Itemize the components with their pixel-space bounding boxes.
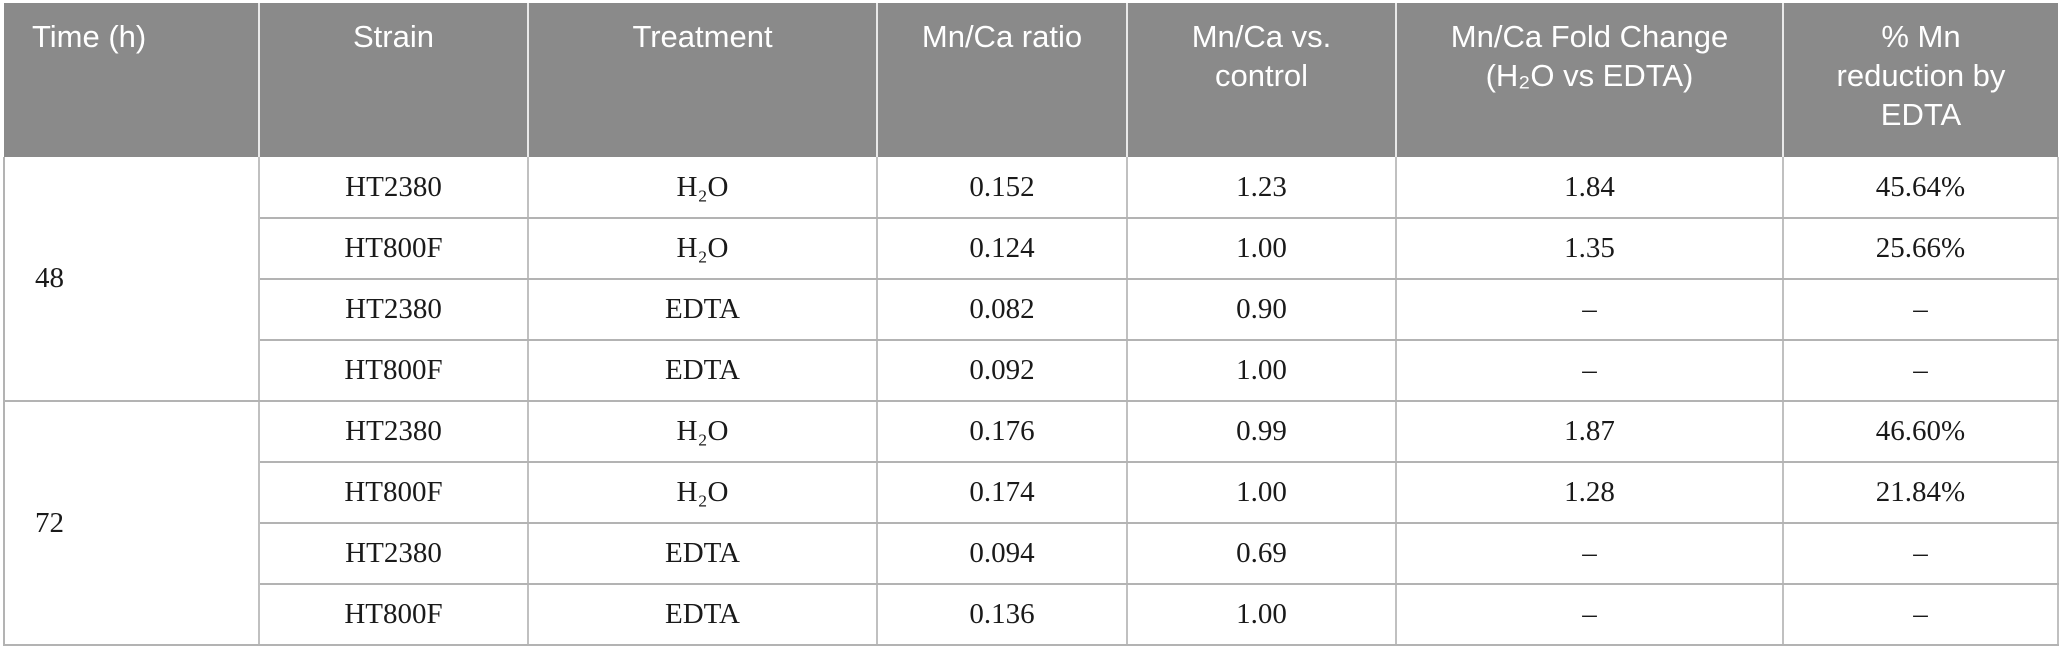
cell-strain: HT800F bbox=[259, 462, 529, 524]
cell-treatment: EDTA bbox=[528, 584, 878, 646]
cell-pct-reduction: 21.84% bbox=[1783, 462, 2059, 524]
cell-strain: HT800F bbox=[259, 340, 529, 402]
column-header-pct-reduction-label: % Mn reduction by EDTA bbox=[1836, 19, 2006, 132]
column-header-fold-change-label: Mn/Ca Fold Change (H₂O vs EDTA) bbox=[1450, 19, 1729, 93]
results-table-container: Time (h) Strain Treatment Mn/Ca ratio Mn… bbox=[3, 3, 2059, 646]
cell-pct-reduction: 45.64% bbox=[1783, 157, 2059, 219]
cell-ratio: 0.094 bbox=[877, 523, 1128, 585]
cell-vs-control: 1.00 bbox=[1127, 340, 1397, 402]
column-header-time: Time (h) bbox=[4, 3, 260, 157]
cell-vs-control: 1.00 bbox=[1127, 462, 1397, 524]
cell-strain: HT800F bbox=[259, 218, 529, 280]
cell-vs-control: 0.99 bbox=[1127, 401, 1397, 463]
table-row: HT800F EDTA 0.092 1.00 – – bbox=[4, 340, 2059, 402]
column-header-strain-label: Strain bbox=[353, 19, 434, 54]
column-header-fold-change: Mn/Ca Fold Change (H₂O vs EDTA) bbox=[1396, 3, 1784, 157]
column-header-vs-control-label: Mn/Ca vs. control bbox=[1191, 19, 1332, 93]
column-header-pct-reduction: % Mn reduction by EDTA bbox=[1783, 3, 2058, 157]
cell-fold-change: – bbox=[1396, 523, 1784, 585]
table-row: HT800F EDTA 0.136 1.00 – – bbox=[4, 584, 2059, 646]
cell-treatment: H₂O bbox=[528, 218, 878, 280]
cell-pct-reduction: 25.66% bbox=[1783, 218, 2059, 280]
cell-strain: HT800F bbox=[259, 584, 529, 646]
column-header-vs-control: Mn/Ca vs. control bbox=[1127, 3, 1397, 157]
column-header-ratio: Mn/Ca ratio bbox=[877, 3, 1128, 157]
cell-ratio: 0.176 bbox=[877, 401, 1128, 463]
cell-fold-change: 1.84 bbox=[1396, 157, 1784, 219]
column-header-time-label: Time (h) bbox=[32, 19, 147, 54]
cell-vs-control: 1.23 bbox=[1127, 157, 1397, 219]
column-header-ratio-label: Mn/Ca ratio bbox=[921, 19, 1083, 54]
cell-ratio: 0.174 bbox=[877, 462, 1128, 524]
cell-strain: HT2380 bbox=[259, 401, 529, 463]
cell-pct-reduction: – bbox=[1783, 279, 2059, 341]
cell-fold-change: 1.28 bbox=[1396, 462, 1784, 524]
cell-pct-reduction: – bbox=[1783, 340, 2059, 402]
cell-fold-change: – bbox=[1396, 279, 1784, 341]
table-row: HT2380 EDTA 0.082 0.90 – – bbox=[4, 279, 2059, 341]
cell-ratio: 0.152 bbox=[877, 157, 1128, 219]
cell-pct-reduction: 46.60% bbox=[1783, 401, 2059, 463]
cell-treatment: H₂O bbox=[528, 462, 878, 524]
cell-vs-control: 0.90 bbox=[1127, 279, 1397, 341]
cell-treatment: EDTA bbox=[528, 523, 878, 585]
cell-ratio: 0.124 bbox=[877, 218, 1128, 280]
table-row: 72 HT2380 H₂O 0.176 0.99 1.87 46.60% bbox=[3, 401, 2059, 646]
cell-vs-control: 1.00 bbox=[1127, 584, 1397, 646]
cell-time-72: 72 bbox=[3, 401, 260, 646]
cell-vs-control: 1.00 bbox=[1127, 218, 1397, 280]
cell-fold-change: 1.87 bbox=[1396, 401, 1784, 463]
cell-strain: HT2380 bbox=[259, 157, 529, 219]
mn-ca-results-table: Time (h) Strain Treatment Mn/Ca ratio Mn… bbox=[3, 3, 2059, 646]
cell-ratio: 0.136 bbox=[877, 584, 1128, 646]
cell-pct-reduction: – bbox=[1783, 523, 2059, 585]
table-row: HT800F H₂O 0.174 1.00 1.28 21.84% bbox=[4, 462, 2059, 524]
table-body: 48 HT2380 H₂O 0.152 1.23 1.84 45.64% HT8… bbox=[3, 157, 2059, 646]
cell-treatment: H₂O bbox=[528, 401, 878, 463]
table-row: HT2380 EDTA 0.094 0.69 – – bbox=[4, 523, 2059, 585]
column-header-treatment-label: Treatment bbox=[632, 19, 773, 54]
cell-fold-change: 1.35 bbox=[1396, 218, 1784, 280]
table-header-row: Time (h) Strain Treatment Mn/Ca ratio Mn… bbox=[4, 3, 2058, 157]
cell-time-48: 48 bbox=[3, 157, 260, 402]
cell-treatment: H₂O bbox=[528, 157, 878, 219]
cell-treatment: EDTA bbox=[528, 279, 878, 341]
cell-pct-reduction: – bbox=[1783, 584, 2059, 646]
table-row: HT800F H₂O 0.124 1.00 1.35 25.66% bbox=[4, 218, 2059, 280]
cell-ratio: 0.092 bbox=[877, 340, 1128, 402]
cell-fold-change: – bbox=[1396, 584, 1784, 646]
cell-vs-control: 0.69 bbox=[1127, 523, 1397, 585]
cell-fold-change: – bbox=[1396, 340, 1784, 402]
column-header-strain: Strain bbox=[259, 3, 529, 157]
cell-strain: HT2380 bbox=[259, 523, 529, 585]
table-row: 48 HT2380 H₂O 0.152 1.23 1.84 45.64% bbox=[3, 157, 2059, 402]
cell-treatment: EDTA bbox=[528, 340, 878, 402]
column-header-treatment: Treatment bbox=[528, 3, 878, 157]
cell-ratio: 0.082 bbox=[877, 279, 1128, 341]
cell-strain: HT2380 bbox=[259, 279, 529, 341]
